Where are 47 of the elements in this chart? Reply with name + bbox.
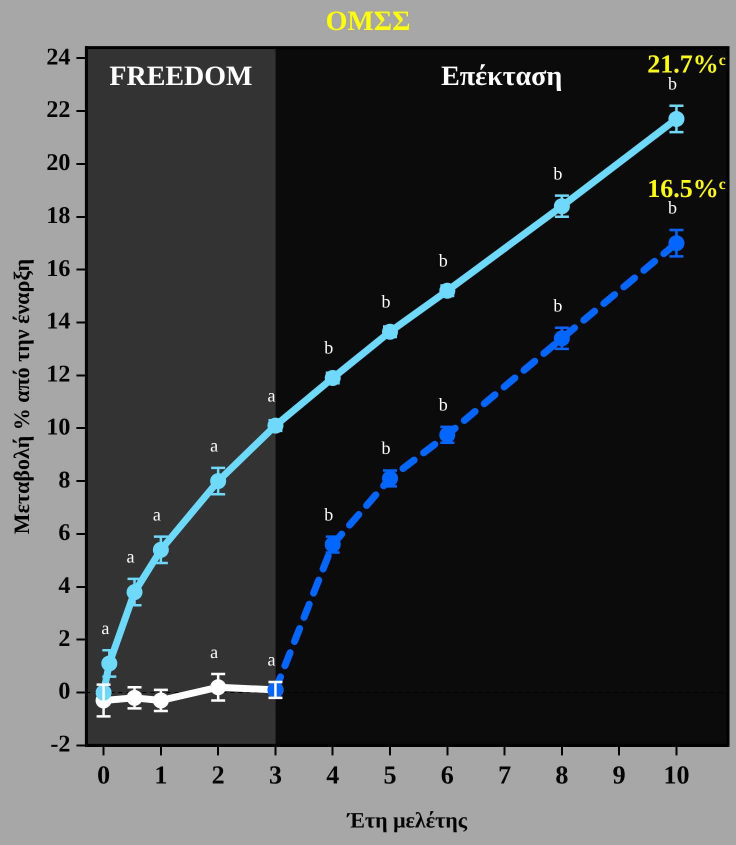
x-tick-label: 9 <box>612 760 626 790</box>
data-label: b <box>382 291 391 312</box>
y-tick-label: 16 <box>46 256 70 282</box>
y-tick-label: 8 <box>58 467 70 494</box>
data-label: a <box>152 504 161 524</box>
data-label: b <box>553 163 562 184</box>
x-tick-label: 5 <box>384 760 397 790</box>
data-label: a <box>267 385 276 406</box>
data-label: a <box>210 436 218 456</box>
band-label: Επέκταση <box>441 60 562 92</box>
data-label: b <box>668 73 677 94</box>
x-tick-label: 4 <box>326 760 340 790</box>
data-label: b <box>438 394 448 415</box>
x-tick-label: 2 <box>212 760 225 790</box>
data-label: b <box>438 250 448 271</box>
data-label: a <box>126 546 135 567</box>
y-tick-label: 10 <box>46 414 70 440</box>
y-tick-label: 14 <box>46 308 70 335</box>
y-axis-title: Μεταβολή % από την έναρξη <box>8 258 34 534</box>
band-label: FREEDOM <box>109 60 252 92</box>
y-tick-label: 18 <box>46 202 70 229</box>
data-label: b <box>668 198 677 218</box>
data-label: a <box>101 618 110 638</box>
data-label: b <box>324 504 334 524</box>
y-tick-label: 20 <box>46 150 70 176</box>
data-label: a <box>267 650 276 670</box>
y-tick-label: -2 <box>50 732 70 758</box>
y-tick-label: 6 <box>58 520 70 546</box>
y-tick-label: 12 <box>46 362 70 388</box>
x-axis-title: Έτη μελέτης <box>346 807 468 832</box>
x-tick-label: 0 <box>97 760 110 790</box>
y-tick-label: 4 <box>58 573 70 600</box>
y-tick-label: 24 <box>46 44 70 70</box>
data-label: b <box>553 296 562 316</box>
y-tick-label: 0 <box>58 678 70 705</box>
y-tick-label: 22 <box>46 97 70 124</box>
x-tick-label: 3 <box>268 760 282 790</box>
x-tick-label: 8 <box>555 760 568 790</box>
x-tick-label: 10 <box>663 760 690 790</box>
x-tick-label: 7 <box>498 760 512 790</box>
x-tick-label: 6 <box>440 760 454 790</box>
data-label: b <box>324 338 334 358</box>
data-label: b <box>382 438 391 458</box>
x-tick-label: 1 <box>154 760 168 790</box>
data-label: a <box>210 642 218 662</box>
y-tick-label: 2 <box>58 626 70 652</box>
chart-title: ΟΜΣΣ <box>326 6 410 38</box>
